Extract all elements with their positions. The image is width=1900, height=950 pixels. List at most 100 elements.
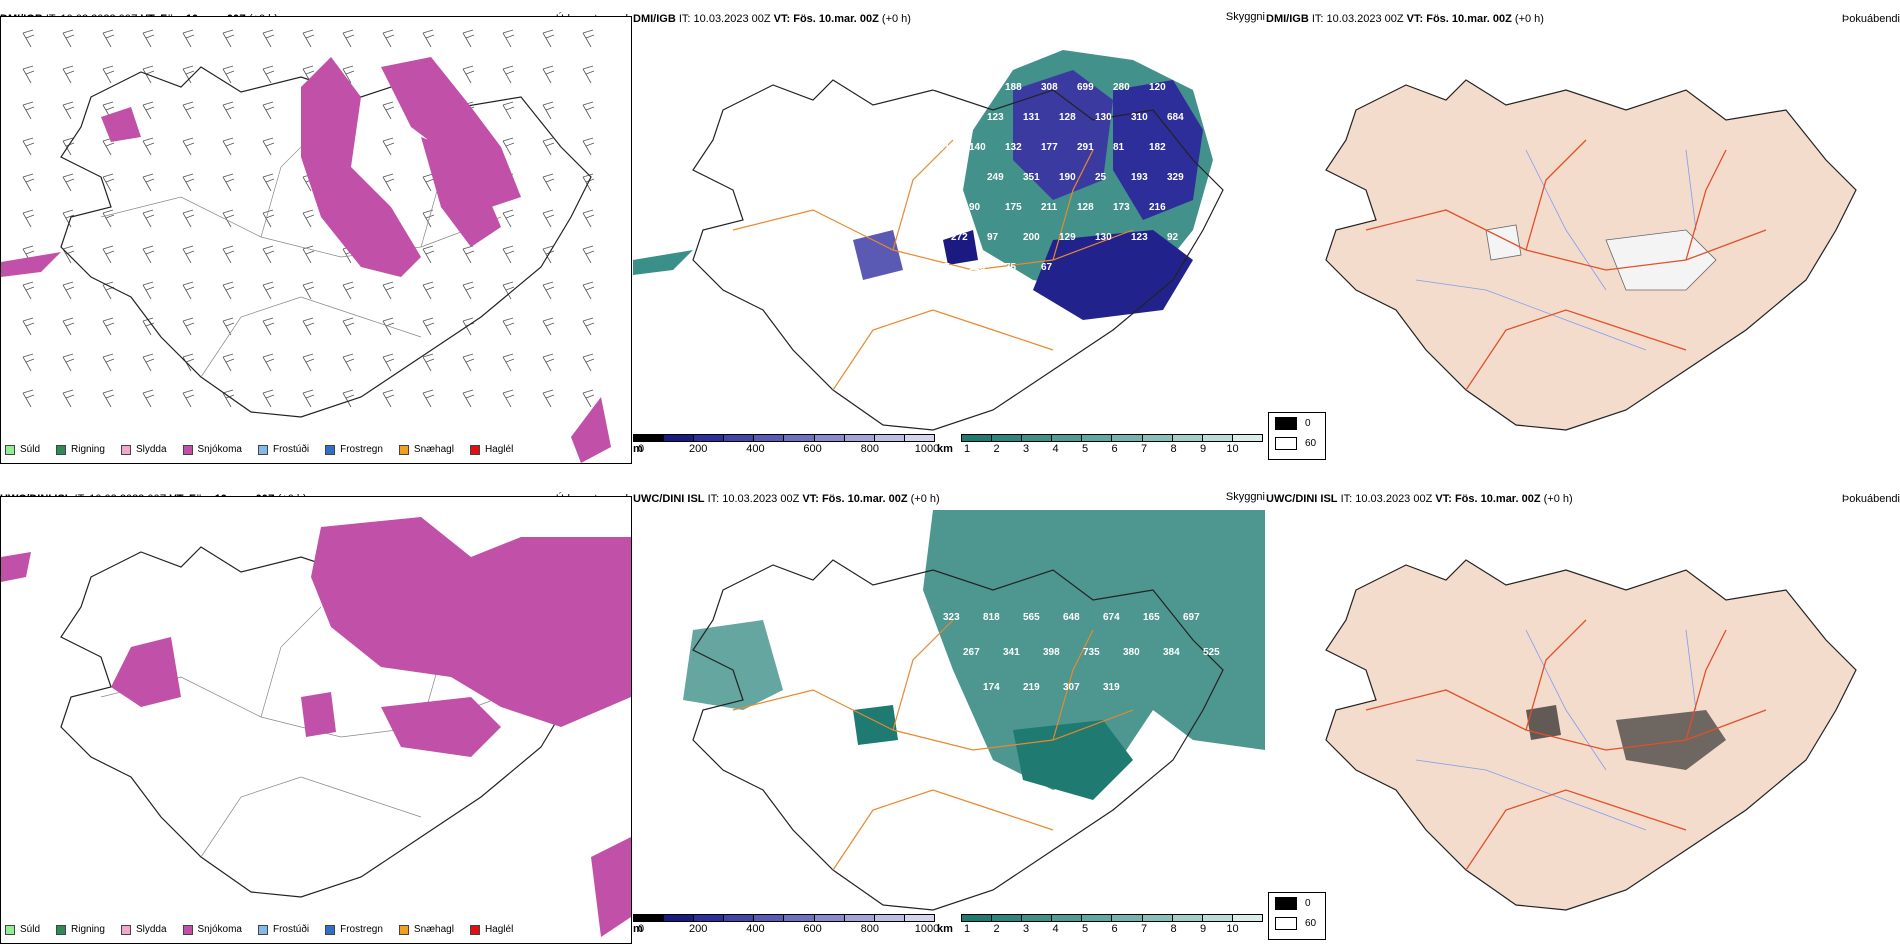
visibility-cell <box>1082 435 1113 441</box>
visibility-tick: 5 <box>1081 923 1089 935</box>
wind-barb <box>302 389 315 408</box>
wind-barb <box>382 173 395 192</box>
visibility-cell <box>1022 915 1053 921</box>
visibility-tick: 3 <box>1022 923 1030 935</box>
snow-area <box>591 837 631 937</box>
wind-barb <box>342 65 355 84</box>
wind-barb <box>582 29 595 48</box>
ceiling-label: 75 <box>1005 262 1017 273</box>
precip-legend: Súld Rigning Slydda Snjókoma Frostúði Fr… <box>5 924 513 935</box>
snow-area <box>381 57 521 207</box>
wind-barb <box>142 281 155 300</box>
visibility-tick: 10 <box>1226 923 1239 935</box>
legend-swatch <box>182 444 193 455</box>
ceiling-tick: 200 <box>689 443 708 455</box>
wind-barb <box>422 173 435 192</box>
precip-map <box>1 517 631 937</box>
visibility-tick: 6 <box>1111 923 1118 935</box>
ceiling-label: 177 <box>1041 142 1058 153</box>
glacier <box>1485 224 1522 261</box>
ceiling-label: 118 <box>969 262 986 273</box>
wind-barb <box>422 245 435 264</box>
wind-barb <box>502 65 515 84</box>
wind-barb <box>142 29 155 48</box>
wind-barb <box>62 173 75 192</box>
wind-barb <box>62 65 75 84</box>
visibility-cell <box>1172 915 1203 921</box>
wind-barb <box>102 317 115 336</box>
ceiling-tick: 1000 <box>914 443 940 455</box>
snow-area <box>1 252 61 277</box>
wind-barb <box>222 65 235 84</box>
panel-cloud-row2: UWC/DINI ISL IT: 10.03.2023 00Z VT: Fös.… <box>633 491 1265 944</box>
wind-barb <box>302 29 315 48</box>
wind-barb <box>182 101 195 120</box>
visibility-cell <box>1172 435 1203 441</box>
ceiling-area <box>853 230 903 280</box>
visibility-cell <box>962 435 993 441</box>
wind-barb <box>62 29 75 48</box>
visibility-tick: 7 <box>1140 443 1148 455</box>
ceiling-cell <box>754 915 785 921</box>
wind-barb <box>462 65 475 84</box>
rivers <box>1415 629 1697 831</box>
legend-swatch <box>325 444 336 455</box>
wind-barb <box>222 389 235 408</box>
ceiling-cell <box>784 915 815 921</box>
ceiling-label: 380 <box>1123 647 1140 658</box>
ceiling-label: 128 <box>1077 202 1094 213</box>
snow-area <box>311 517 631 727</box>
ceiling-unit: m <box>633 443 643 455</box>
wind-barb <box>222 137 235 156</box>
legend-swatch <box>257 444 268 455</box>
wind-barb <box>102 245 115 264</box>
wind-barb <box>462 245 475 264</box>
ceiling-label: 165 <box>1143 612 1160 623</box>
rivers <box>1415 149 1697 351</box>
panel-title: Þokuábendi <box>1841 13 1900 25</box>
wind-barb <box>142 353 155 372</box>
fog-legend-item: 0 <box>1269 893 1325 913</box>
wind-barb <box>262 29 275 48</box>
roads <box>732 619 1134 871</box>
ceiling-cell <box>844 915 875 921</box>
vis-area <box>1013 720 1133 800</box>
ceiling-tick: 400 <box>746 443 765 455</box>
visibility-cell <box>1202 915 1233 921</box>
visibility-tick: 8 <box>1170 923 1177 935</box>
wind-barb <box>102 389 115 408</box>
ceiling-label: 123 <box>1131 232 1148 243</box>
legend-item: Snæhagl <box>398 924 454 935</box>
ceiling-label: 200 <box>1023 232 1040 243</box>
wind-barb <box>422 29 435 48</box>
wind-barb <box>582 389 595 408</box>
wind-barb <box>22 317 35 336</box>
wind-barb <box>502 29 515 48</box>
iceland-outline <box>692 559 1224 911</box>
ceiling-label: 216 <box>1149 202 1166 213</box>
ceiling-label: 323 <box>943 612 960 623</box>
panel-fog-row2: UWC/DINI ISL IT: 10.03.2023 00Z VT: Fös.… <box>1266 492 1900 944</box>
legend-item: Slydda <box>120 924 167 935</box>
wind-barb <box>382 353 395 372</box>
ceiling-tick: 600 <box>803 923 822 935</box>
vis-area <box>853 705 898 745</box>
visibility-tick: 2 <box>993 923 1000 935</box>
wind-barb <box>342 389 355 408</box>
visibility-cell <box>1232 435 1262 441</box>
wind-barb <box>222 173 235 192</box>
visibility-cell <box>1112 915 1143 921</box>
ceiling-label: 525 <box>1203 647 1220 658</box>
ceiling-label: 11 <box>969 82 980 93</box>
wind-barb <box>102 29 115 48</box>
wind-barb <box>62 353 75 372</box>
ceiling-cell <box>634 915 665 921</box>
legend-swatch <box>56 444 67 455</box>
ceiling-label: 97 <box>987 232 999 243</box>
ceiling-label: 28 <box>951 172 963 183</box>
visibility-tick: 4 <box>1052 923 1059 935</box>
wind-barb <box>22 209 35 228</box>
ceiling-label: 173 <box>1113 202 1130 213</box>
map-frame: Súld Rigning Slydda Snjókoma Frostúði Fr… <box>0 496 632 944</box>
panel-precip-row1: DMI/IGB IT: 10.03.2023 00Z VT: Fös. 10.m… <box>0 12 632 464</box>
